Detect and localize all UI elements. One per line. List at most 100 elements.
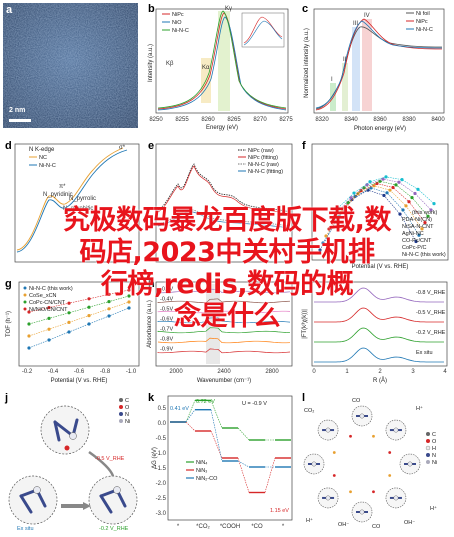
- f-point: [384, 175, 388, 179]
- f-point: [394, 183, 398, 187]
- legend-nc: NC: [39, 155, 47, 161]
- g-point: [107, 314, 111, 318]
- f-point: [429, 208, 433, 212]
- panel-h: h -0.3V -0.4V -0.5V -0.6V -0.7V -0.8V -0.9V 20…: [146, 278, 296, 386]
- legend-nio: NiO: [172, 20, 182, 26]
- svg-text:-0.2: -0.2: [22, 369, 33, 375]
- svg-text:C: C: [432, 432, 436, 438]
- panel-b-xticks: 8250 8255 8260 8265 8270 8275: [149, 117, 293, 123]
- f-point: [368, 180, 372, 184]
- i-trace-label: Ex situ: [416, 350, 433, 356]
- h-trace: [157, 307, 291, 314]
- panel-j-legend: C O N Ni: [119, 398, 130, 425]
- svg-text:-1.0: -1.0: [126, 369, 137, 375]
- g-point: [47, 306, 51, 310]
- legend-nin3: NiN₃: [196, 468, 207, 474]
- annot-i: I: [331, 77, 333, 83]
- f-point: [391, 185, 395, 190]
- svg-text:8255: 8255: [175, 117, 189, 123]
- g-point: [67, 311, 71, 315]
- k-connector: [185, 409, 196, 423]
- l-arrow-dot: [388, 451, 392, 454]
- svg-text:O: O: [432, 439, 437, 445]
- panel-d-title: N K-edge: [29, 147, 55, 153]
- svg-text:H: H: [432, 446, 436, 452]
- panel-a: a 2 nm: [3, 3, 138, 128]
- l-arrow-dot: [388, 474, 392, 477]
- annot-ngraphitic: N_graphitic: [63, 206, 93, 212]
- svg-text:-0.5: -0.5: [156, 436, 167, 442]
- h-trace-label: -0.9V: [160, 347, 173, 353]
- i-trace-label: -0.8 V_RHE: [416, 290, 446, 296]
- f-point: [336, 206, 340, 210]
- f-point: [385, 191, 389, 195]
- svg-text:8270: 8270: [253, 117, 267, 123]
- g-point: [87, 305, 91, 309]
- panel-f-legend: (this work) PDA-Ni(CN) NiSA-N-CNT AgNi-N…: [402, 210, 446, 258]
- svg-text:-1.0: -1.0: [156, 451, 167, 457]
- f-point: [324, 234, 328, 238]
- f-point: [410, 195, 414, 200]
- panel-c-legend: Ni foil NiPc Ni-N-C: [406, 11, 433, 33]
- panel-b-legend: NiPc NiO Ni-N-C: [162, 12, 189, 34]
- panel-k-label: k: [148, 392, 155, 404]
- g-point: [67, 320, 71, 324]
- f-point: [398, 212, 402, 216]
- svg-text:-0.8: -0.8: [100, 369, 111, 375]
- g-point: [87, 322, 91, 326]
- annot-u: U = -0.9 V: [242, 401, 267, 407]
- l-ni: [393, 427, 399, 433]
- panel-j-label: j: [5, 392, 9, 404]
- h-trace: [157, 288, 291, 294]
- annot-pi: π*: [59, 184, 66, 190]
- l-arrow-dot: [349, 434, 352, 438]
- panel-i-ylabel: |FT(k³χ(k))|: [302, 309, 308, 339]
- i-trace: [314, 307, 444, 323]
- structure-exsitu: [8, 475, 58, 525]
- annot-kgamma: Kγ: [225, 6, 232, 12]
- tem-image: [3, 3, 138, 128]
- legend-f-6: Ni-N-C (this work): [402, 252, 446, 258]
- panel-g-xticks: -0.2 -0.4 -0.6 -0.8 -1.0: [22, 369, 137, 375]
- f-point: [378, 179, 382, 183]
- svg-text:*CO: *CO: [251, 524, 263, 530]
- annot-kbeta: Kβ: [166, 61, 174, 67]
- h-trace-label: -0.6V: [160, 317, 173, 323]
- h-trace-label: -0.5V: [160, 307, 173, 313]
- g-point: [27, 334, 31, 338]
- l-ni: [359, 509, 365, 515]
- annot-072: 0.72 eV: [196, 399, 215, 405]
- g-point: [127, 288, 131, 292]
- legend-g-2: CoPc-CN/CNT: [29, 300, 66, 306]
- panel-k-yticks: 0.5 0.0 -0.5 -1.0 -1.5 -2.0 -2.5 -3.0: [156, 406, 167, 517]
- f-point: [318, 248, 322, 252]
- l-ni: [325, 495, 331, 501]
- svg-text:*COOH: *COOH: [220, 524, 240, 530]
- panel-b: b NiPc NiO Ni-N-C Kβ Kα Kγ 8250 8255 826…: [146, 3, 296, 131]
- legend-g-3: Ni/NiO/CN/CNT: [29, 307, 68, 313]
- i-trace-label: -0.5 V_RHE: [416, 310, 446, 316]
- g-point: [27, 322, 31, 326]
- f-point: [352, 191, 356, 195]
- legend-f-1: PDA-Ni(CN): [402, 217, 432, 223]
- legend-nin4: NiN₄: [196, 460, 208, 466]
- panel-k: k 0.5 0.0 -0.5 -1.0 -1.5 -2.0 -2.5 -3.0 …: [146, 392, 296, 534]
- svg-text:8380: 8380: [402, 117, 416, 123]
- annot-npyrrolic: N_pyrrolic: [69, 196, 96, 202]
- panel-d-legend: NC Ni-N-C: [29, 155, 56, 169]
- f-point: [417, 233, 421, 237]
- panel-e-label: e: [148, 140, 155, 152]
- h-trace-label: -0.7V: [160, 327, 173, 333]
- panel-g-xlabel: Potential (V vs. RHE): [51, 378, 108, 384]
- g-point: [27, 310, 31, 314]
- g-point: [107, 307, 111, 311]
- legend-g-0: Ni-N-C (this work): [29, 286, 73, 292]
- legend-ninc: Ni-N-C: [172, 28, 189, 34]
- l-arrow-dot: [332, 451, 336, 454]
- legend-ninc-fitting: Ni-N-C (fitting): [248, 169, 283, 175]
- f-point: [343, 205, 347, 209]
- legend-f-0: (this work): [412, 210, 438, 216]
- svg-text:-0.4: -0.4: [48, 369, 59, 375]
- svg-text:8320: 8320: [315, 117, 329, 123]
- h-trace: [157, 348, 291, 354]
